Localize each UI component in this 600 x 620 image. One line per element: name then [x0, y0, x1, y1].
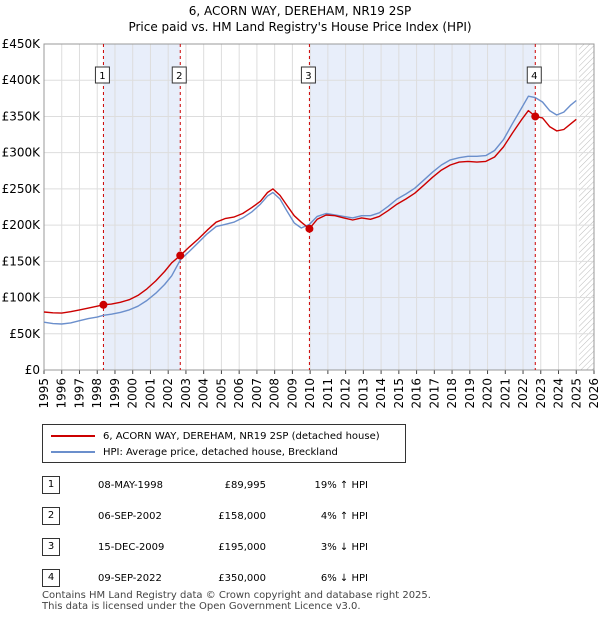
- sale-marker-badge: 4: [42, 569, 60, 587]
- sale-date: 06-SEP-2002: [98, 511, 162, 522]
- hpi-line: [43, 95, 577, 325]
- x-tick-label: 1996: [55, 378, 69, 409]
- x-tick-label: 2004: [197, 378, 211, 409]
- price-chart: £0 £50K £100K £150K £200K £250K £300K £350K £400…: [2, 37, 600, 409]
- sale-date: 15-DEC-2009: [98, 542, 165, 553]
- y-tick-label: £450K: [2, 37, 42, 51]
- sale-date: 08-MAY-1998: [98, 480, 164, 491]
- sale-hpi-diff: 6% ↓ HPI: [320, 573, 368, 584]
- x-tick-label: 2019: [463, 378, 477, 409]
- y-tick-label: £250K: [2, 182, 42, 196]
- sale-label-number: 4: [531, 71, 537, 82]
- x-tick-label: 2002: [161, 378, 175, 409]
- x-tick-label: 2022: [516, 378, 530, 409]
- x-tick-label: 1995: [37, 378, 51, 409]
- x-tick-label: 2009: [285, 378, 299, 409]
- x-tick-label: 2020: [481, 378, 495, 409]
- sale-point: [99, 300, 108, 309]
- footer-line-licence: This data is licensed under the Open Gov…: [42, 601, 361, 612]
- x-tick-label: 2007: [250, 378, 264, 409]
- sale-marker-badge: 3: [42, 538, 60, 556]
- sale-label-number: 3: [305, 71, 311, 82]
- sale-point: [176, 251, 185, 260]
- legend-swatch-property: [51, 435, 95, 437]
- legend-label-property: 6, ACORN WAY, DEREHAM, NR19 2SP (detache…: [103, 430, 380, 442]
- sale-label-box: [300, 66, 316, 84]
- shaded-period: [309, 44, 536, 370]
- y-tick-label: £400K: [2, 73, 42, 87]
- x-tick-label: 2014: [374, 378, 388, 409]
- y-tick-label: £100K: [2, 291, 42, 305]
- legend-item-property: 6, ACORN WAY, DEREHAM, NR19 2SP (detache…: [51, 429, 380, 443]
- table-row: 1 08-MAY-1998 £89,995 19% ↑ HPI: [42, 472, 462, 503]
- x-tick-label: 2000: [126, 378, 140, 409]
- footer-line-copyright: Contains HM Land Registry data © Crown c…: [42, 590, 431, 601]
- y-tick-label: £200K: [2, 218, 42, 232]
- table-row: 2 06-SEP-2002 £158,000 4% ↑ HPI: [42, 503, 462, 534]
- x-tick-label: 2005: [214, 378, 228, 409]
- sales-table: 1 08-MAY-1998 £89,995 19% ↑ HPI 2 06-SEP…: [42, 472, 462, 596]
- x-tick-label: 1997: [72, 378, 86, 409]
- sale-hpi-diff: 19% ↑ HPI: [314, 480, 368, 491]
- table-row: 3 15-DEC-2009 £195,000 3% ↓ HPI: [42, 534, 462, 565]
- sale-label-number: 1: [99, 71, 105, 82]
- x-tick-label: 2003: [179, 378, 193, 409]
- sale-label-number: 2: [176, 71, 182, 82]
- footer-attribution: Contains HM Land Registry data © Crown c…: [42, 590, 431, 612]
- sale-price: £89,995: [224, 480, 266, 491]
- x-tick-label: 1999: [108, 378, 122, 409]
- x-tick-label: 2025: [569, 378, 583, 409]
- sale-point: [531, 112, 540, 121]
- x-tick-label: 2013: [356, 378, 370, 409]
- x-tick-label: 2015: [392, 378, 406, 409]
- chart-title: 6, ACORN WAY, DEREHAM, NR19 2SP: [188, 4, 412, 18]
- legend: 6, ACORN WAY, DEREHAM, NR19 2SP (detache…: [42, 424, 406, 463]
- x-tick-label: 2018: [445, 378, 459, 409]
- sale-label-box: [94, 66, 110, 84]
- sale-price: £195,000: [218, 542, 266, 553]
- sale-hpi-diff: 3% ↓ HPI: [320, 542, 368, 553]
- sale-marker-badge: 1: [42, 476, 60, 494]
- sale-label-box: [526, 66, 542, 84]
- x-tick-label: 2023: [534, 378, 548, 409]
- y-tick-label: £50K: [9, 327, 41, 341]
- sale-hpi-diff: 4% ↑ HPI: [320, 511, 368, 522]
- x-tick-label: 2026: [587, 378, 600, 409]
- sale-price: £350,000: [218, 573, 266, 584]
- x-tick-label: 2001: [143, 378, 157, 409]
- x-tick-label: 2011: [321, 378, 335, 409]
- sale-price: £158,000: [218, 511, 266, 522]
- x-tick-label: 2010: [303, 378, 317, 409]
- shaded-period: [103, 44, 181, 370]
- chart-subtitle: Price paid vs. HM Land Registry's House …: [128, 20, 472, 34]
- forecast-hatch: [578, 44, 594, 370]
- y-tick-label: £350K: [2, 109, 42, 123]
- x-tick-label: 2006: [232, 378, 246, 409]
- y-tick-label: £0: [25, 363, 40, 377]
- x-tick-label: 2016: [410, 378, 424, 409]
- legend-label-hpi: HPI: Average price, detached house, Brec…: [103, 446, 338, 458]
- y-tick-label: £150K: [2, 254, 42, 268]
- x-tick-label: 2021: [498, 378, 512, 409]
- x-tick-label: 2008: [268, 378, 282, 409]
- sale-point: [305, 224, 314, 233]
- x-tick-label: 2017: [427, 378, 441, 409]
- x-tick-label: 1998: [90, 378, 104, 409]
- x-tick-label: 2012: [339, 378, 353, 409]
- sale-date: 09-SEP-2022: [98, 573, 162, 584]
- plot-frame: [43, 43, 595, 371]
- legend-swatch-hpi: [51, 451, 95, 453]
- x-tick-label: 2024: [552, 378, 566, 409]
- sale-label-box: [171, 66, 187, 84]
- table-row: 4 09-SEP-2022 £350,000 6% ↓ HPI: [42, 565, 462, 596]
- sale-marker-badge: 2: [42, 507, 60, 525]
- legend-item-hpi: HPI: Average price, detached house, Brec…: [51, 445, 338, 459]
- y-tick-label: £300K: [2, 146, 42, 160]
